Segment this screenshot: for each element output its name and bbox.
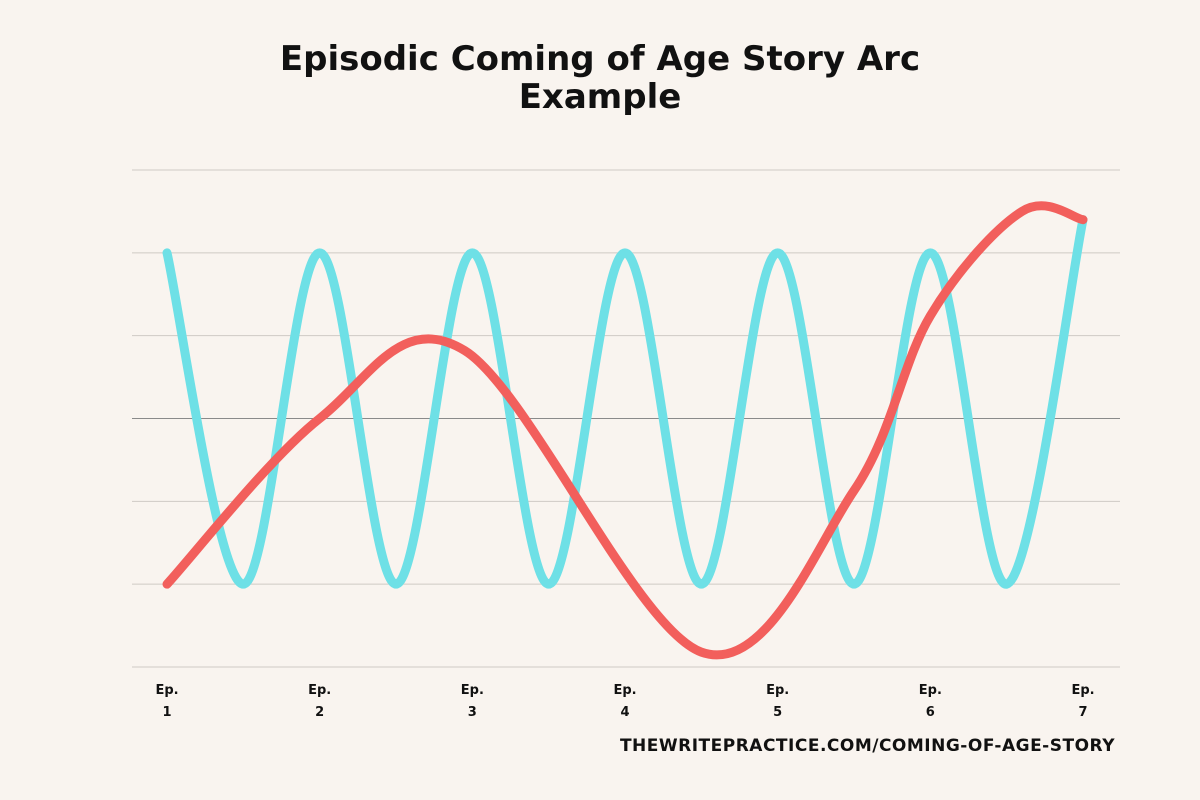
x-tick-label: Ep. 2	[308, 683, 332, 720]
arc-line	[162, 215, 1088, 589]
chart-title: Episodic Coming of Age Story Arc Example	[279, 39, 921, 117]
x-tick-label: Ep. 4	[613, 683, 637, 720]
source-url: THEWRITEPRACTICE.COM/COMING-OF-AGE-STORY	[619, 736, 1115, 756]
x-tick-label: Ep. 5	[766, 683, 790, 720]
x-tick-label: Ep. 7	[1071, 683, 1095, 720]
x-tick-label: Ep. 3	[460, 683, 484, 720]
x-tick-label: Ep. 6	[918, 683, 942, 720]
arc-line	[162, 201, 1088, 660]
x-tick-label: Ep. 1	[155, 683, 179, 720]
